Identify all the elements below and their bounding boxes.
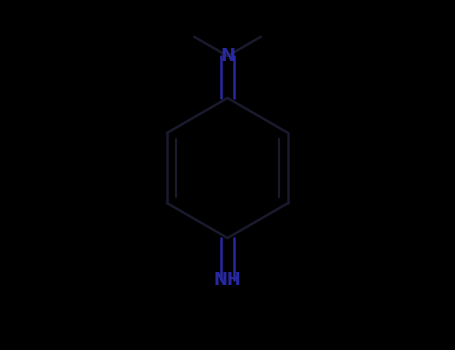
Text: N: N <box>220 47 235 65</box>
Text: NH: NH <box>214 271 241 289</box>
